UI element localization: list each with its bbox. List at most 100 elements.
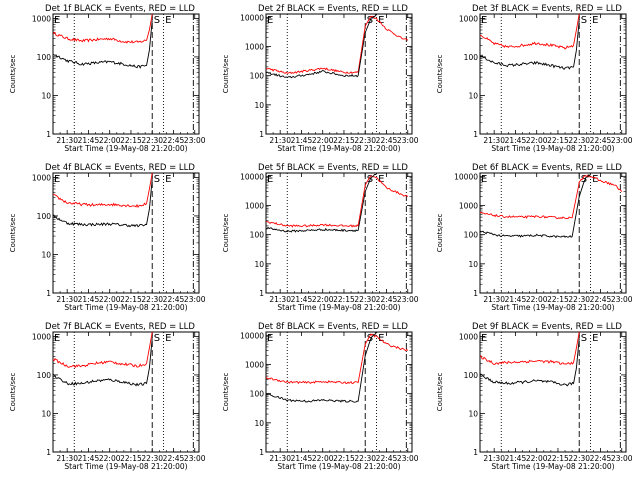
event-marker-label: S bbox=[154, 333, 160, 344]
x-tick-label: 22:30 bbox=[568, 454, 590, 463]
x-axis-label: Start Time (19-May-08 21:20:00) bbox=[277, 462, 400, 471]
y-tick-label: 100 bbox=[464, 371, 479, 380]
series-group bbox=[53, 14, 153, 69]
y-tick-label: 10 bbox=[254, 419, 264, 428]
y-tick-label: 100 bbox=[37, 53, 52, 62]
x-tick-label: 21:45 bbox=[78, 136, 100, 145]
x-tick-label: 22:45 bbox=[163, 136, 185, 145]
event-marker-label: S bbox=[154, 15, 160, 26]
event-marker-label: E bbox=[592, 174, 598, 185]
y-tick-label: 1 bbox=[473, 130, 478, 139]
x-tick-label: 21:30 bbox=[269, 454, 291, 463]
series-group bbox=[480, 173, 623, 239]
y-tick-label: 1 bbox=[46, 130, 51, 139]
event-marker-label: S bbox=[367, 333, 373, 344]
x-tick-label: 21:30 bbox=[483, 136, 505, 145]
detector-panel: Det 5f BLACK = Events, RED = LLD 21:30 21:… bbox=[222, 163, 419, 312]
x-tick-label: 21:45 bbox=[291, 454, 313, 463]
x-tick-label: 22:30 bbox=[141, 136, 163, 145]
y-axis-label: Counts/sec bbox=[222, 214, 230, 253]
event-marker-label: S bbox=[581, 15, 587, 26]
x-tick-label: 23:00 bbox=[184, 454, 206, 463]
detector-panel: Det 1f BLACK = Events, RED = LLD 21:30 21:… bbox=[9, 4, 206, 153]
series-group bbox=[53, 332, 153, 387]
y-tick-label: 10000 bbox=[454, 172, 478, 181]
x-tick-label: 21:30 bbox=[56, 295, 78, 304]
lld-series-line bbox=[266, 333, 409, 385]
x-tick-label: 21:45 bbox=[505, 454, 527, 463]
x-tick-label: 22:45 bbox=[590, 295, 612, 304]
x-tick-label: 21:45 bbox=[291, 136, 313, 145]
x-tick-label: 22:30 bbox=[354, 136, 376, 145]
y-tick-label: 1 bbox=[259, 289, 264, 298]
event-marker-label: S bbox=[154, 174, 160, 185]
x-tick-label: 22:30 bbox=[354, 295, 376, 304]
y-tick-label: 1 bbox=[46, 289, 51, 298]
events-series-line bbox=[480, 173, 591, 239]
detector-panel: Det 6f BLACK = Events, RED = LLD 21:30 21:… bbox=[436, 163, 633, 312]
x-tick-label: 22:00 bbox=[312, 454, 334, 463]
x-tick-label: 22:45 bbox=[163, 454, 185, 463]
x-tick-label: 22:45 bbox=[590, 454, 612, 463]
detector-panel: Det 3f BLACK = Events, RED = LLD 21:30 21:… bbox=[436, 4, 633, 153]
events-series-line bbox=[53, 338, 153, 387]
series-group bbox=[266, 332, 409, 403]
event-marker-label: E bbox=[481, 333, 487, 344]
detector-panel: Det 8f BLACK = Events, RED = LLD 21:30 21:… bbox=[222, 322, 419, 471]
y-tick-label: 100 bbox=[250, 72, 265, 81]
lld-series-line bbox=[266, 15, 409, 75]
event-marker-label: E bbox=[54, 174, 60, 185]
x-tick-label: 21:45 bbox=[505, 295, 527, 304]
event-marker-label: E bbox=[481, 174, 487, 185]
event-marker-label: E bbox=[267, 174, 273, 185]
events-series-line bbox=[480, 20, 580, 71]
lld-series-line bbox=[480, 14, 580, 50]
x-tick-label: 22:00 bbox=[99, 136, 121, 145]
y-tick-label: 10000 bbox=[240, 331, 264, 340]
y-tick-label: 100 bbox=[250, 390, 265, 399]
event-marker-label: E bbox=[54, 333, 60, 344]
x-tick-label: 23:00 bbox=[611, 454, 633, 463]
plot-frame bbox=[479, 13, 627, 135]
x-tick-label: 21:30 bbox=[56, 454, 78, 463]
x-axis-label: Start Time (19-May-08 21:20:00) bbox=[491, 462, 614, 471]
x-axis-label: Start Time (19-May-08 21:20:00) bbox=[64, 144, 187, 153]
plot-frame bbox=[52, 13, 200, 135]
y-tick-label: 1000 bbox=[32, 14, 51, 23]
plot-frame bbox=[265, 331, 413, 453]
y-tick-label: 10 bbox=[468, 409, 478, 418]
x-tick-label: 22:45 bbox=[376, 454, 398, 463]
x-tick-label: 22:00 bbox=[312, 295, 334, 304]
event-marker-label: E bbox=[267, 333, 273, 344]
x-tick-label: 22:30 bbox=[568, 136, 590, 145]
lld-series-line bbox=[266, 175, 409, 228]
x-tick-label: 22:45 bbox=[163, 295, 185, 304]
event-marker-label: E bbox=[592, 15, 598, 26]
x-tick-label: 22:00 bbox=[526, 136, 548, 145]
x-tick-label: 22:15 bbox=[333, 136, 355, 145]
event-marker-label: E bbox=[378, 333, 384, 344]
x-tick-label: 23:00 bbox=[611, 295, 633, 304]
x-tick-label: 21:45 bbox=[78, 454, 100, 463]
event-marker-label: E bbox=[378, 15, 384, 26]
x-tick-label: 22:15 bbox=[333, 295, 355, 304]
event-marker-label: E bbox=[267, 15, 273, 26]
detector-panel: Det 9f BLACK = Events, RED = LLD 21:30 21:… bbox=[436, 322, 633, 471]
y-tick-label: 10 bbox=[468, 260, 478, 269]
x-tick-label: 22:30 bbox=[354, 454, 376, 463]
y-tick-label: 1 bbox=[46, 448, 51, 457]
detector-panel: Det 2f BLACK = Events, RED = LLD 21:30 21:… bbox=[222, 4, 419, 153]
x-tick-label: 22:15 bbox=[333, 454, 355, 463]
detector-panel: Det 4f BLACK = Events, RED = LLD 21:30 21:… bbox=[9, 163, 206, 312]
y-tick-label: 10 bbox=[254, 260, 264, 269]
y-tick-label: 1000 bbox=[245, 201, 264, 210]
y-axis-label: Counts/sec bbox=[436, 373, 444, 412]
x-tick-label: 21:30 bbox=[483, 295, 505, 304]
panel-title: Det 7f BLACK = Events, RED = LLD bbox=[45, 322, 195, 332]
panel-title: Det 9f BLACK = Events, RED = LLD bbox=[472, 322, 622, 332]
x-tick-label: 22:30 bbox=[141, 454, 163, 463]
x-axis-label: Start Time (19-May-08 21:20:00) bbox=[64, 462, 187, 471]
x-tick-label: 21:30 bbox=[269, 136, 291, 145]
x-tick-label: 22:00 bbox=[526, 454, 548, 463]
y-tick-label: 1 bbox=[473, 448, 478, 457]
